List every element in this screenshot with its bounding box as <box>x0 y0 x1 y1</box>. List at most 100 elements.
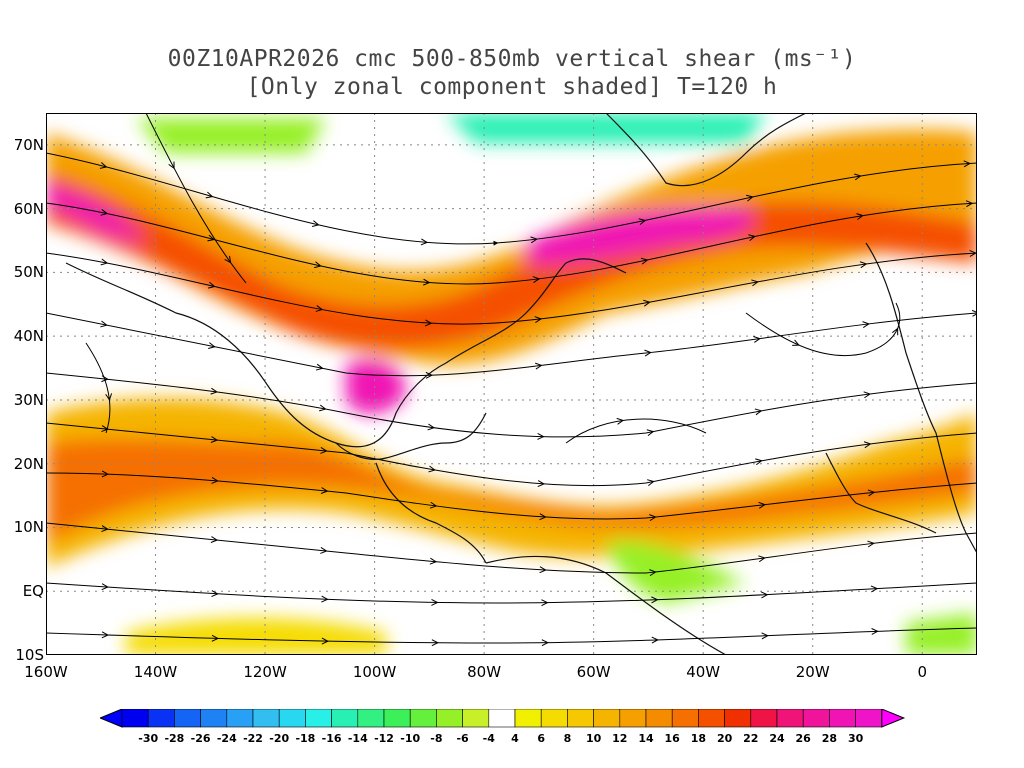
colorbar-tick-label: -28 <box>164 732 185 745</box>
lat-label: 30N <box>13 390 44 409</box>
colorbar-tick-label: -22 <box>243 732 263 745</box>
streamline <box>46 627 977 644</box>
streamline-arrow <box>422 278 431 286</box>
lon-label: 60W <box>576 663 611 681</box>
colorbar-swatch <box>698 709 725 728</box>
shade-orange-subtrop <box>46 398 977 568</box>
streamline-arrow <box>867 540 875 548</box>
map-panel <box>46 113 977 655</box>
streamline-arrow <box>211 590 219 598</box>
colorbar-swatch <box>514 709 542 728</box>
streamline-arrow <box>205 191 214 199</box>
shade-green-tropics <box>606 541 746 603</box>
streamline-arrow <box>871 628 879 635</box>
streamline <box>46 202 977 285</box>
coast-north-america <box>65 258 627 448</box>
streamline-arrow <box>863 391 872 399</box>
colorbar-swatch <box>226 709 254 728</box>
streamline-arrow <box>863 441 872 449</box>
streamline-arrow <box>211 634 220 642</box>
shade-magenta-canada <box>526 206 754 264</box>
colorbar-under-triangle <box>100 709 123 728</box>
shade-red-subtrop <box>46 438 977 543</box>
colorbar-tick-label: -30 <box>138 732 159 745</box>
coast-europe-africa <box>865 242 977 554</box>
streamline-arrow <box>535 362 543 370</box>
colorbar-swatch <box>567 709 594 728</box>
colorbar-swatch <box>357 709 385 728</box>
shade-yellow-south <box>126 618 386 655</box>
colorbar-swatch <box>174 709 201 728</box>
streamline-arrow <box>859 261 868 269</box>
streamline-arrow <box>646 429 655 437</box>
streamline-arrow <box>100 258 109 266</box>
lat-label: 20N <box>13 454 44 473</box>
streamline-arrow <box>537 433 545 440</box>
streamline-arrow <box>211 477 219 484</box>
streamline <box>745 302 901 357</box>
streamline-arrow <box>748 234 756 242</box>
colorbar-tick-label: -6 <box>456 732 469 745</box>
streamline-arrow <box>651 636 659 644</box>
colorbar-over-triangle <box>881 709 906 728</box>
colorbar-swatch <box>383 709 411 728</box>
streamline-arrow <box>101 583 109 591</box>
streamline-arrow <box>105 393 113 401</box>
streamline <box>46 582 977 604</box>
streamline-arrow <box>971 309 977 317</box>
streamline <box>46 252 977 325</box>
colorbar-tick-label: 30 <box>847 732 864 745</box>
colorbar-swatch <box>829 709 856 728</box>
chart-title-line2: [Only zonal component shaded] T=120 h <box>246 74 778 100</box>
lat-label: EQ <box>22 582 44 601</box>
colorbar-swatch <box>776 709 804 728</box>
streamline-arrow <box>101 525 109 533</box>
streamline-arrow <box>319 404 327 412</box>
lon-label: 20W <box>795 663 830 681</box>
streamline-arrow <box>965 200 974 208</box>
streamline <box>565 418 707 444</box>
streamline <box>46 152 977 246</box>
streamline-arrow <box>208 342 216 349</box>
lat-label: 60N <box>13 199 44 218</box>
colorbar-swatch <box>855 709 883 728</box>
streamline-arrow <box>101 425 109 433</box>
colorbar-tick-label: 14 <box>638 732 654 745</box>
colorbar-swatch <box>540 709 568 728</box>
colorbar-swatch <box>121 709 149 728</box>
streamline-arrow <box>314 261 322 269</box>
shade-magenta-north <box>46 183 146 243</box>
lon-label: 140W <box>133 663 178 681</box>
streamline-arrow <box>534 316 543 323</box>
streamline-arrow <box>539 513 547 521</box>
streamline-arrow <box>311 220 320 227</box>
streamline-arrow <box>539 566 547 574</box>
streamline-arrow <box>315 363 324 371</box>
colorbar-swatch <box>331 709 359 728</box>
coast-greenland <box>605 113 807 187</box>
colorbar-tick-label: -8 <box>430 732 443 745</box>
shade-green-south <box>906 613 977 655</box>
shade-green-north <box>136 118 326 153</box>
colorbar-swatch <box>645 709 673 728</box>
lat-label: 10S <box>15 646 44 664</box>
lon-label: 0 <box>917 663 927 681</box>
streamline-arrow <box>424 319 433 327</box>
streamline-arrow <box>420 238 429 246</box>
colorbar-tick-label: -24 <box>216 732 237 745</box>
colorbar-tick-label: -14 <box>347 732 368 745</box>
colorbar-tick-label: 28 <box>821 732 838 745</box>
map-frame <box>46 113 977 655</box>
colorbar-tick-label: 6 <box>537 732 546 745</box>
colorbar-swatch <box>593 709 621 728</box>
colorbar-tick-label: 16 <box>664 732 680 745</box>
lat-label: 50N <box>13 263 44 282</box>
streamline-arrow <box>425 371 434 379</box>
colorbar-tick-label: -20 <box>269 732 290 745</box>
streamline-arrow <box>867 489 876 497</box>
streamline-arrow <box>758 501 766 509</box>
colorbar-swatch <box>671 709 699 728</box>
colorbar-swatch <box>750 709 778 728</box>
streamline-arrow <box>315 305 324 312</box>
streamline-arrow <box>891 327 899 336</box>
